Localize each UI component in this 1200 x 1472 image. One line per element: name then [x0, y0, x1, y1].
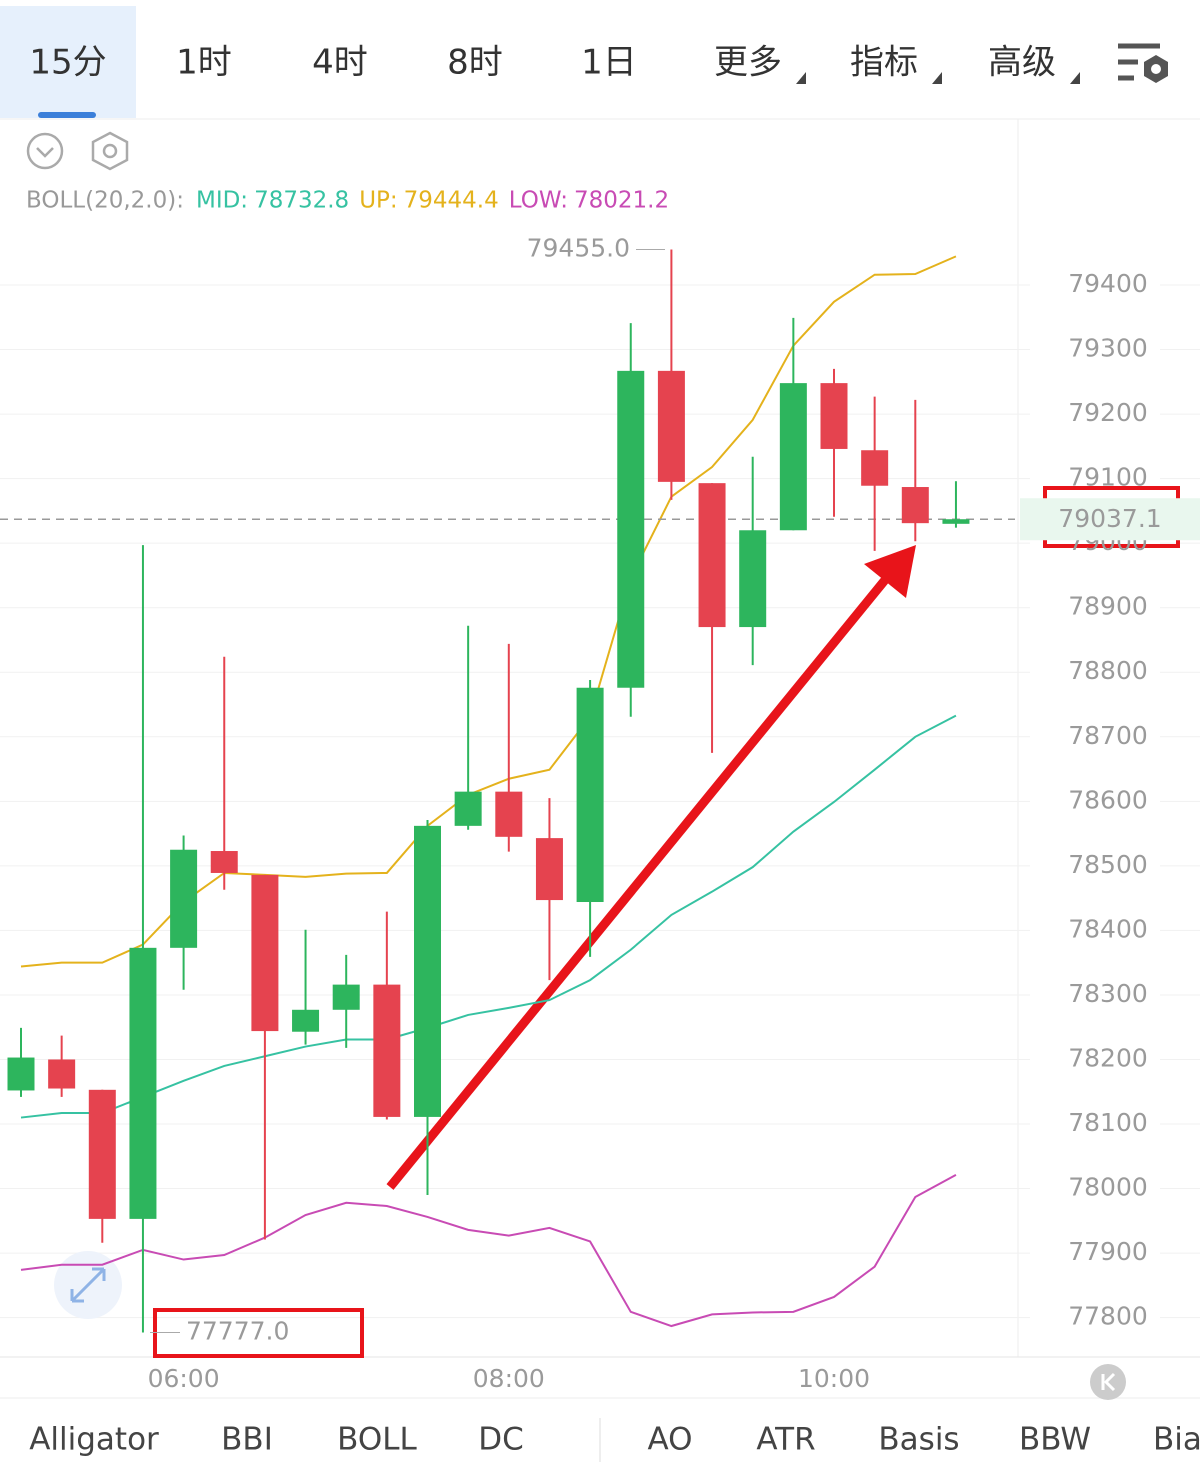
- timeframe-tab[interactable]: 4时: [312, 43, 368, 83]
- y-tick-label: 78800: [1068, 656, 1148, 685]
- low-label: 77777.0: [186, 1316, 289, 1345]
- candle-body: [901, 487, 929, 524]
- indicator-tab[interactable]: Basis: [878, 1422, 959, 1458]
- candle-body: [414, 825, 441, 1117]
- legend-text: MID:: [196, 188, 248, 214]
- y-tick-label: 78000: [1068, 1173, 1148, 1202]
- candle-body: [535, 838, 563, 901]
- scroll-latest-icon[interactable]: [1090, 1364, 1126, 1400]
- y-tick-label: 77900: [1068, 1237, 1148, 1266]
- candle-body: [373, 984, 401, 1117]
- candle-body: [251, 874, 279, 1032]
- y-tick-label: 79400: [1068, 269, 1148, 298]
- settings-icon[interactable]: [1118, 43, 1168, 83]
- x-tick-label: 10:00: [798, 1364, 870, 1393]
- timeframe-tab[interactable]: 8时: [447, 43, 503, 83]
- y-tick-label: 78200: [1068, 1043, 1148, 1072]
- candle-body: [576, 687, 604, 903]
- indicator-tab[interactable]: Bias: [1153, 1422, 1200, 1458]
- candle-body: [210, 851, 238, 873]
- candle-body: [454, 791, 482, 826]
- collapse-chevron: [36, 147, 54, 158]
- dropdown-marker: [796, 72, 806, 84]
- legend-text: 78021.2: [574, 188, 669, 214]
- candle-body: [495, 791, 523, 837]
- candle-body: [170, 849, 198, 948]
- y-tick-label: 78700: [1068, 721, 1148, 750]
- indicator-tab[interactable]: AO: [647, 1422, 692, 1458]
- candle-body: [698, 483, 726, 628]
- y-tick-label: 78900: [1068, 592, 1148, 621]
- active-tab-underline: [38, 112, 96, 118]
- settings-hex-dot: [102, 143, 118, 159]
- dropdown-marker: [932, 72, 942, 84]
- legend-text: BOLL(20,2.0):: [26, 188, 184, 214]
- timeframe-tab[interactable]: 15分: [29, 43, 106, 83]
- high-label: 79455.0: [527, 234, 630, 263]
- last-price-label: 79037.1: [1058, 504, 1161, 533]
- y-tick-label: 78400: [1068, 914, 1148, 943]
- timeframe-tab[interactable]: 1时: [176, 43, 232, 83]
- legend-text: UP:: [359, 188, 397, 214]
- candle-body: [739, 530, 767, 628]
- last-price-bg: [1020, 498, 1200, 541]
- collapse-icon[interactable]: [26, 132, 64, 170]
- candle-body: [7, 1057, 35, 1091]
- candle-body: [861, 450, 889, 486]
- y-tick-label: 78100: [1068, 1108, 1148, 1137]
- candle-body: [129, 947, 157, 1219]
- y-tick-label: 79200: [1068, 398, 1148, 427]
- y-tick-label: 79300: [1068, 334, 1148, 363]
- legend-text: LOW:: [509, 188, 568, 214]
- y-tick-label: 78300: [1068, 979, 1148, 1008]
- timeframe-tab[interactable]: 1日: [581, 43, 637, 83]
- indicator-tab[interactable]: Alligator: [29, 1422, 159, 1458]
- plot: [0, 284, 1200, 1319]
- y-tick-label: 78600: [1068, 785, 1148, 814]
- arrow-head: [864, 545, 916, 598]
- expand-icon[interactable]: [54, 1251, 122, 1319]
- legend-text: 78732.8: [254, 188, 349, 214]
- timeframe-tab[interactable]: 高级: [988, 43, 1056, 83]
- boll-line: [20, 714, 957, 1119]
- candle-body: [657, 370, 685, 482]
- candle-body: [779, 383, 807, 531]
- timeframe-tab[interactable]: 指标: [850, 43, 918, 83]
- y-tick-label: 79100: [1068, 463, 1148, 492]
- settings-hex-icon[interactable]: [91, 131, 129, 171]
- candle-body: [292, 1009, 320, 1032]
- legend-text: 79444.4: [404, 188, 499, 214]
- indicator-tab[interactable]: DC: [478, 1422, 524, 1458]
- dropdown-marker: [1070, 72, 1080, 84]
- boll-line: [20, 255, 957, 968]
- candle-body: [942, 519, 970, 524]
- y-tick-label: 77800: [1068, 1302, 1148, 1331]
- timeframe-tab[interactable]: 更多: [714, 43, 782, 83]
- active-tab-bg: [0, 6, 136, 118]
- indicator-tab[interactable]: ATR: [756, 1422, 815, 1458]
- indicator-tab[interactable]: BOLL: [337, 1422, 417, 1458]
- indicator-tab[interactable]: BBW: [1019, 1422, 1091, 1458]
- x-tick-label: 06:00: [148, 1364, 220, 1393]
- candle-body: [820, 383, 848, 449]
- candle-body: [48, 1059, 76, 1089]
- x-tick-label: 08:00: [473, 1364, 545, 1393]
- y-tick-label: 78500: [1068, 850, 1148, 879]
- candle-body: [617, 370, 645, 688]
- indicator-tab[interactable]: BBI: [221, 1422, 273, 1458]
- boll-line: [20, 1173, 957, 1328]
- candle-body: [88, 1089, 116, 1219]
- candle-body: [332, 984, 360, 1010]
- arrow-shaft: [386, 577, 889, 1190]
- highlight-box: [153, 1308, 364, 1358]
